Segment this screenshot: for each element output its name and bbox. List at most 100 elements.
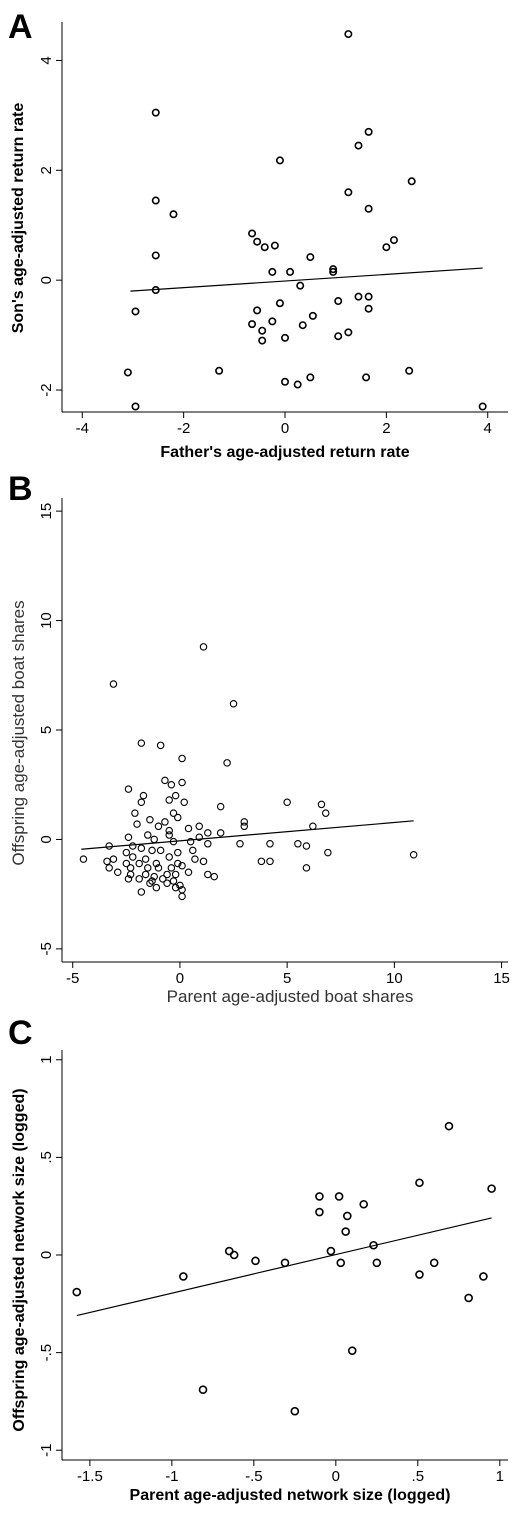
panel-b-data-point [161, 776, 169, 785]
panel-b-data-point [135, 859, 143, 868]
panel-b-data-point [189, 846, 197, 855]
panel-a-data-point [329, 267, 338, 276]
panel-c-data-point [334, 1192, 344, 1201]
panel-a-data-point [329, 265, 338, 274]
panel-a-data-point [258, 336, 267, 345]
panel-c-y-tick-label: -.5 [38, 1344, 55, 1362]
panel-b-data-point [135, 875, 143, 883]
panel-b-data-point [257, 857, 266, 866]
panel-a-data-point [344, 30, 353, 39]
panel-a-y-tick-label: -2 [38, 383, 55, 396]
panel-c-data-point [369, 1240, 378, 1250]
panel-b-data-point [324, 848, 332, 857]
panel-c-x-tick-label: -1.5 [77, 1468, 103, 1485]
panel-b-scatterplot: B -5 0 5 10 15 -5 0 5 10 15 Parent age-adjusted b… [8, 470, 510, 1006]
panel-c-data-point [72, 1287, 82, 1297]
panel-a-data-point [260, 243, 269, 252]
panel-b-data-point [195, 833, 203, 841]
panel-b-data-point [129, 853, 137, 861]
panel-b-data-point [216, 829, 225, 837]
panel-b-data-point [409, 851, 418, 859]
panel-c-x-tick-label: .5 [412, 1468, 425, 1485]
panel-c-x-tick-label: -.5 [245, 1468, 263, 1485]
panel-a-data-point [298, 321, 307, 330]
panel-b-data-point [165, 826, 173, 835]
panel-b-data-point [156, 846, 165, 855]
panel-b-data-point [133, 820, 141, 828]
panel-b-data-point [266, 840, 274, 848]
panel-a-axes: -4 -2 0 2 4 -2 0 2 4 [38, 22, 508, 437]
panel-b-data-point [240, 822, 249, 831]
panel-a-data-point [478, 402, 487, 411]
panel-c-data-point [315, 1192, 324, 1201]
panel-b-data-point [150, 835, 158, 844]
panel-b-data-point [163, 879, 171, 887]
panel-a-y-axis-title: Son's age-adjusted return rate [10, 103, 27, 334]
panel-c-axes: -1.5 -1 -.5 0 .5 1 -1 -.5 0 .5 1 [38, 1050, 508, 1485]
panel-c-data-point [315, 1207, 324, 1217]
panel-a-data-point [270, 241, 279, 250]
panel-b-x-tick-label: 0 [176, 970, 184, 987]
panel-b-data-point [131, 809, 139, 817]
panel-b-data-point [169, 809, 178, 817]
panel-c-data-point [251, 1256, 260, 1266]
panel-a-x-tick-label: -2 [177, 420, 190, 437]
panel-b-data-point [144, 831, 152, 839]
panel-c-y-tick-label: 0 [38, 1251, 55, 1259]
panel-b-data-point [283, 798, 291, 806]
panel-b-data-point [167, 780, 176, 789]
panel-b-data-point [122, 848, 131, 857]
panel-b-data-point [171, 883, 180, 892]
panel-c-y-tick-label: 1 [38, 1056, 55, 1064]
panel-b-data-point [137, 739, 146, 747]
panel-a-data-point [362, 373, 371, 382]
panel-b-data-point [152, 859, 161, 868]
panel-a-data-point [306, 373, 315, 382]
panel-b-data-point [139, 791, 148, 800]
panel-b-data-point [266, 857, 274, 866]
panel-b-data-point [178, 778, 186, 787]
panel-b-data-point [186, 837, 195, 846]
panel-a-data-point [286, 267, 295, 276]
panel-b-data-point [126, 864, 135, 872]
panel-b-data-point [195, 822, 203, 831]
panel-b-data-point [178, 754, 186, 763]
panel-c-data-point [326, 1246, 336, 1256]
panel-a-data-point [364, 304, 373, 313]
panel-b-data-point [229, 699, 238, 708]
panel-b-data-point [171, 791, 180, 800]
panel-b-x-tick-label: 10 [386, 970, 403, 987]
panel-b-data-point [165, 853, 173, 861]
panel-c-y-tick-label: .5 [38, 1151, 55, 1164]
panel-b-data-point [180, 798, 188, 806]
panel-b-data-point [124, 875, 133, 883]
panel-b-data-point [154, 864, 163, 872]
panel-a-x-tick-label: 0 [281, 420, 289, 437]
panel-c-data-point [198, 1385, 208, 1395]
panel-a-x-tick-label: 4 [484, 420, 492, 437]
panel-a-scatterplot: A -4 -2 0 2 4 -2 0 2 4 Father's age-adjusted ret… [8, 8, 508, 461]
panel-b-data-point [199, 857, 208, 866]
panel-a-y-tick-label: 4 [38, 56, 55, 64]
panel-c-data-point [429, 1258, 439, 1268]
panel-b-data-point [204, 840, 212, 848]
panel-b-data-point [184, 824, 193, 833]
panel-c-data-point [290, 1406, 300, 1416]
panel-b-axes: -5 0 5 10 15 -5 0 5 10 15 [38, 498, 510, 987]
panel-b-x-tick-label: -5 [66, 970, 79, 987]
panel-b-data-point [79, 855, 88, 863]
panel-a-fit-line [130, 267, 483, 292]
panel-b-data-point [148, 877, 156, 885]
panel-c-data-point [415, 1178, 424, 1188]
panel-b-data-point [156, 741, 165, 750]
panel-b-data-point [137, 844, 146, 852]
panel-c-data-point [444, 1121, 454, 1131]
panel-b-data-point [105, 842, 113, 850]
panel-c-y-axis-title: Offspring age-adjusted network size (log… [11, 1088, 28, 1431]
panel-a-data-point [364, 204, 373, 213]
panel-c-scatterplot: C -1.5 -1 -.5 0 .5 1 -1 -.5 0 .5 1 Parent age-adju… [8, 1014, 508, 1504]
panel-b-data-point [321, 809, 330, 817]
panel-a-y-tick-label: 2 [38, 166, 55, 174]
panel-b-data-point [184, 868, 193, 877]
panel-b-data-point [204, 870, 212, 879]
